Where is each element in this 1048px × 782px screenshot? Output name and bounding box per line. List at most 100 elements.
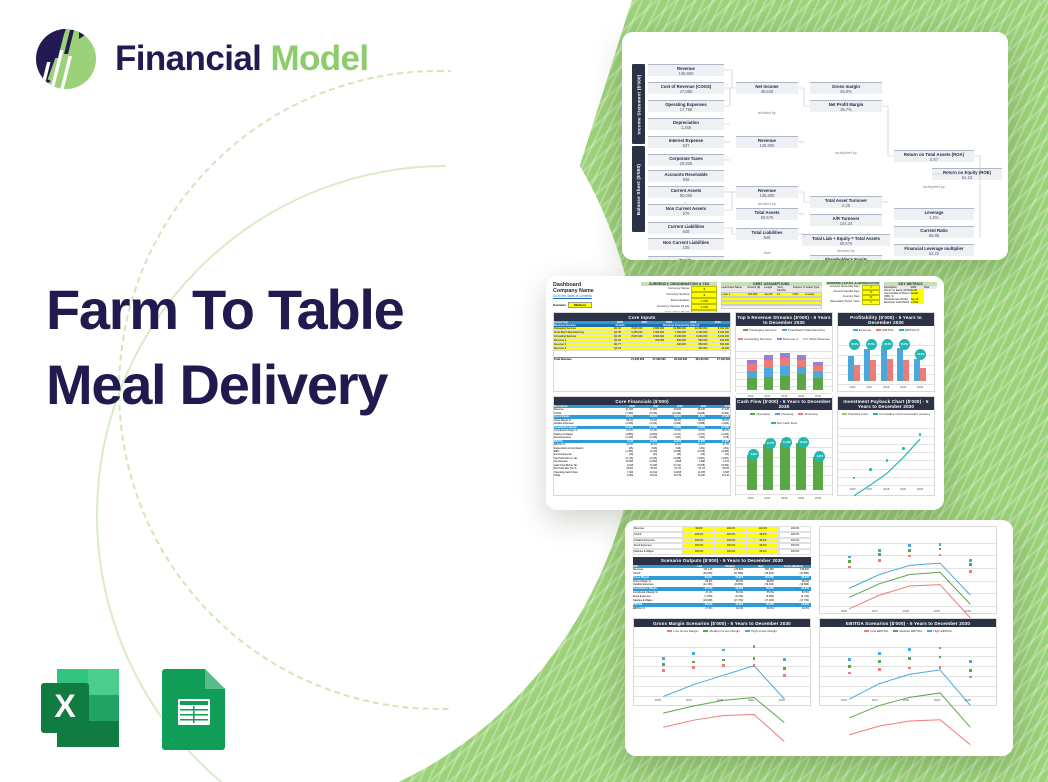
- table-row[interactable]: Contribution Margin 61,785 69,060 84,096 69,…: [633, 587, 811, 592]
- table-row: Accounts Payable Days 20: [826, 290, 881, 295]
- data-point: [722, 648, 726, 652]
- table-row[interactable]: Loan 1 100,000 Jan-26 12 4.5% Linearly: [721, 292, 822, 297]
- table-cell: 103,558: [764, 575, 774, 579]
- table-cell: (3,268): [673, 456, 682, 460]
- table-row[interactable]: Net Profit Debt on Tax (2,175) (3,215) (3,2…: [554, 457, 730, 460]
- table-row[interactable]: Fixed Expenses 105.0% 100.0% 98.0% 100.0%: [633, 543, 811, 549]
- table-row[interactable]: COGS (7,350) (9,746) (10,290) (9,845) (9,492): [554, 412, 730, 415]
- legend-swatch: [750, 412, 756, 415]
- table-row[interactable]: Salaries & Wages (18,648) (17,760) (17,405)…: [633, 599, 811, 603]
- table-row[interactable]: Variable Expenses (4,036) (4,134) (3,929) (3…: [554, 422, 730, 425]
- scenario-trend-chart[interactable]: 2026 2027 2028 2029 2030: [819, 526, 997, 614]
- table-row: Internal Rate of Return (IRR), % Details: [884, 292, 937, 298]
- x-axis-label: 2030: [778, 698, 785, 703]
- table-row[interactable]: Contribution Margin (2,413) (2,598) (2,600)…: [554, 425, 730, 430]
- top-revenue-streams-chart[interactable]: Top 5 Revenue Streams ($'000) - 5 Years …: [735, 312, 833, 399]
- table-row[interactable]: Revenue 6 Qtr 18 400,000 42,000: [554, 347, 730, 352]
- cash-flow-chart[interactable]: Cash Flow ($'000) - 5 Years to December …: [735, 396, 833, 501]
- legend-swatch: [798, 412, 804, 415]
- table-cell: (3,251): [721, 456, 729, 460]
- table-cell: 105.0%: [683, 549, 715, 555]
- table-row[interactable]: EBIT (1,352) 11,286 (9,258) (9,105) (9,305): [554, 450, 730, 453]
- table-row[interactable]: Small Batch Manufacturing Qtr 35 5,355,000…: [554, 331, 730, 336]
- scenario-selector[interactable]: Medium: [568, 302, 592, 308]
- table-row[interactable]: Contribution Margin % 57.6% 57.4% 57.5% 57.6…: [554, 429, 730, 432]
- table-cell: 57.6%: [698, 429, 706, 433]
- table-row[interactable]: EBITDA 36,102 44,600 60,125 44,600: [633, 602, 811, 607]
- table-row[interactable]: Fixed Expenses (7,035) (6,700) (6,566) (6,70…: [633, 595, 811, 599]
- table-row[interactable]: Interest Expense (40) (40) (40) (40) (40): [554, 453, 730, 456]
- table-row[interactable]: COGS (48,215) (47,880) (46,922) (47,880): [633, 572, 811, 576]
- ebitda-scenarios-chart[interactable]: EBITDA Scenarios ($'000) - 5 Years to De…: [819, 618, 997, 706]
- table-of-contents-link[interactable]: Go to the Table of Contents: [553, 294, 592, 298]
- data-point: [878, 652, 881, 655]
- table-cell: 12,296: [673, 439, 682, 443]
- gross-margin-scenarios-chart[interactable]: Gross Margin Scenarios ($'000) - 5 Years…: [633, 618, 811, 706]
- working-capital-header: WORKING CAPITAL & DEPRECIATION: [825, 282, 881, 285]
- table-row[interactable]: [721, 297, 822, 301]
- table-cell: 8,915,000: [631, 327, 643, 331]
- table-row[interactable]: Totals 8,484 10,192 10,749 10,240 10,142: [554, 474, 730, 477]
- table-row[interactable]: Gross Margin 82,921 88,920 103,558 88,920: [633, 575, 811, 580]
- investment-payback-chart[interactable]: Investment Payback Chart ($'000) - 5 Yea…: [837, 396, 935, 496]
- table-cell: (3,215): [649, 456, 658, 460]
- col-header: Term, Months: [777, 286, 786, 292]
- data-point: [878, 548, 881, 552]
- chart-legend: Revenue EBITDA EBITDA %: [838, 326, 934, 333]
- table-row[interactable]: Gross Margin % 63.2% 65.0% 68.8% 65.0%: [633, 580, 811, 584]
- scenario-assumption-table: Revenue 99.0% 100.0% 110.0% 100.0% COGS 105.0%…: [633, 526, 811, 555]
- col-header: Description: [884, 286, 897, 289]
- profitability-chart[interactable]: Profitability ($'000) - 5 Years to Decem…: [837, 312, 935, 392]
- table-row[interactable]: Cash Flow Before Tax 9,015 11,830 (6,712) (8…: [554, 464, 730, 467]
- table-cell: 61,785: [704, 587, 713, 591]
- screenshot-dupont-analysis[interactable]: Income Statement ($'000) Balance Sheet (…: [622, 32, 1008, 260]
- screenshot-financial-dashboard[interactable]: Dashboard Company Name Go to the Table o…: [546, 276, 944, 510]
- table-row[interactable]: EBITDA % 27.5% 32.6% 39.9% 32.6%: [633, 607, 811, 611]
- table-row[interactable]: Revenue 4 Qtr 28 760,000 630,000 560,000 610,…: [554, 339, 730, 344]
- table-row[interactable]: Gross Margin % 65.0% 67.0% 65.0% 65.0% 65.0%: [554, 419, 730, 422]
- table-cell: 88,920: [735, 575, 744, 579]
- table-row[interactable]: Variable Expenses 105.0% 100.0% 98.0% 100.0%: [633, 537, 811, 544]
- table-row[interactable]: [721, 301, 822, 305]
- table-row[interactable]: Net Profit after Tax % 34.5% 35.0% 34.7% 34.…: [554, 467, 730, 470]
- node-revenue-ta: Revenue 136,800: [736, 186, 798, 198]
- table-row[interactable]: Tax Expense 19,800 (2,080) 2,896 2,890 2,701: [554, 460, 730, 463]
- legend-swatch: [927, 629, 933, 632]
- table-cell: Revenue: [554, 408, 564, 412]
- table-row[interactable]: Revenue 131,136 136,800 150,480 136,800: [633, 568, 811, 572]
- table-row[interactable]: EBITDA % 42.0% 45.0% 42.0% 42.0% 41.7%: [554, 443, 730, 446]
- table-row[interactable]: Salaries & Wages 105.0% 100.0% 98.0% 100.0%: [633, 549, 811, 555]
- table-row[interactable]: Packaging Services Wk 34 8,915,000 9,680,00…: [554, 327, 730, 332]
- data-point: [908, 648, 912, 652]
- table-row[interactable]: Consulting Services Qtr 28 8,915,000 9,680,…: [554, 335, 730, 340]
- data-point: [908, 544, 912, 548]
- table-row[interactable]: Depreciation & Amortisation (65) (198) (198…: [554, 447, 730, 450]
- data-point: [885, 459, 889, 462]
- table-row[interactable]: Operating Cash Flows 7,400 10,012 10,068 11,…: [554, 471, 730, 474]
- table-row[interactable]: COGS 105.0% 100.0% 98.0% 100.0%: [633, 531, 811, 538]
- table-row[interactable]: Revenue 99.0% 100.0% 110.0% 100.0%: [633, 526, 811, 532]
- table-cell: (1,129): [625, 436, 634, 440]
- table-cell: Cash Flow Before Tax: [554, 463, 578, 467]
- table-row[interactable]: Salaries & Wages (3,880) (4,060) (4,147) (4,…: [554, 433, 730, 436]
- table-row[interactable]: Revenue 21,000 27,060 29,400 28,130 27,120: [554, 408, 730, 411]
- table-row[interactable]: Contribution Margin % 47.1% 50.5% 55.9% 50.5…: [633, 591, 811, 595]
- bar-segment: [747, 371, 757, 379]
- table-cell: Revenue: [633, 526, 683, 532]
- table-cell: (1,352): [625, 450, 634, 453]
- table-row[interactable]: EBITDA 9,115 12,180 12,296 11,890 11,285: [554, 439, 730, 444]
- legend-item: Financing: [798, 412, 818, 416]
- data-point: [752, 645, 756, 648]
- table-cell: Contribution Margin: [633, 587, 657, 591]
- table-row[interactable]: Revenue 5 Wk 77 240,000 880,000 840,000: [554, 343, 730, 348]
- data-point: [902, 446, 905, 450]
- table-cell: 69,060: [735, 587, 744, 591]
- screenshot-scenario-analysis[interactable]: Revenue 99.0% 100.0% 110.0% 100.0% COGS 105.0%…: [625, 520, 1013, 756]
- table-cell: 57.5%: [674, 429, 682, 433]
- table-cell: 7,060,000: [653, 331, 665, 335]
- table-cell: 9,368: [723, 470, 729, 474]
- dashboard-bottom-row: Core Financials ($'000) Description 2026…: [553, 396, 937, 501]
- table-row[interactable]: Fixed Expenses (1,129) (1,245) (327) (351) (3…: [554, 436, 730, 439]
- table-row[interactable]: Gross Margin 13,650 18,134 19,110 18,285 17,6…: [554, 415, 730, 419]
- table-row[interactable]: Variable Expenses (21,136) (19,860) (19,462…: [633, 583, 811, 587]
